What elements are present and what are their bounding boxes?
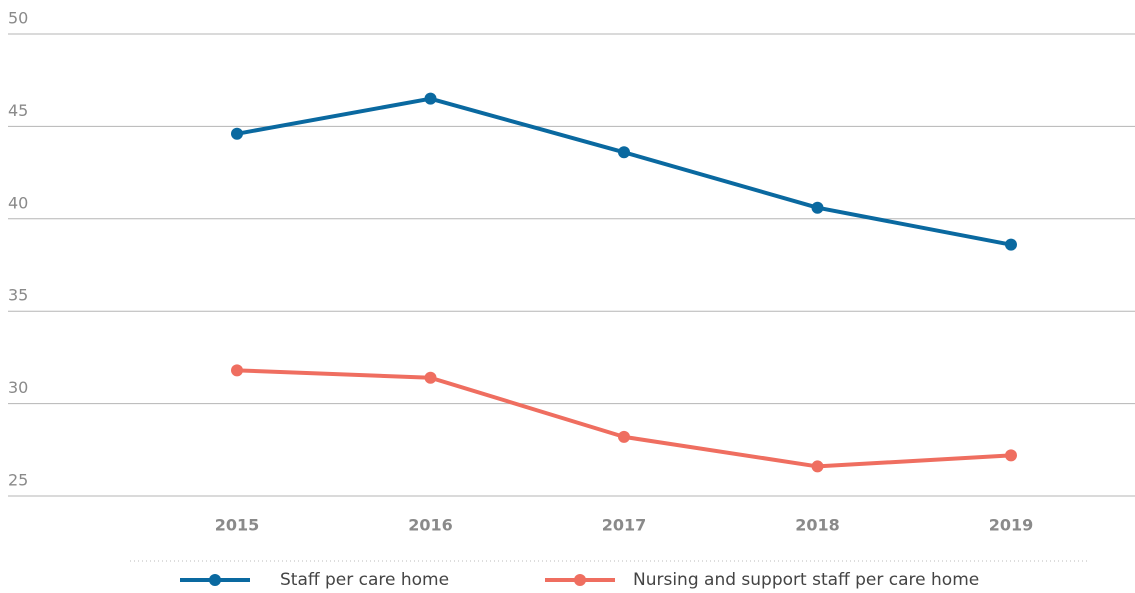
y-tick-label: 40 bbox=[8, 193, 28, 212]
legend-label: Staff per care home bbox=[280, 570, 449, 590]
x-tick-label: 2018 bbox=[795, 516, 840, 535]
data-point bbox=[424, 371, 437, 384]
legend-marker bbox=[574, 574, 586, 586]
series-line bbox=[236, 96, 1012, 247]
y-tick-label: 50 bbox=[8, 9, 28, 28]
data-point bbox=[811, 460, 824, 473]
y-tick-label: 25 bbox=[8, 471, 28, 490]
data-point bbox=[231, 127, 243, 140]
x-tick-label: 2019 bbox=[989, 516, 1034, 535]
data-point bbox=[811, 201, 824, 214]
y-tick-label: 30 bbox=[8, 378, 28, 397]
series-line bbox=[236, 368, 1012, 469]
x-tick-label: 2017 bbox=[602, 516, 647, 535]
legend-label: Nursing and support staff per care home bbox=[633, 570, 979, 590]
legend-marker bbox=[209, 574, 221, 586]
data-point bbox=[618, 146, 630, 159]
data-point bbox=[424, 92, 437, 105]
data-point bbox=[1005, 449, 1017, 462]
data-point bbox=[231, 364, 243, 377]
x-tick-label: 2015 bbox=[215, 516, 260, 535]
y-tick-label: 35 bbox=[8, 286, 28, 305]
y-tick-label: 45 bbox=[8, 101, 28, 120]
data-point bbox=[1005, 238, 1017, 251]
x-tick-label: 2016 bbox=[408, 516, 453, 535]
data-point bbox=[618, 430, 630, 443]
